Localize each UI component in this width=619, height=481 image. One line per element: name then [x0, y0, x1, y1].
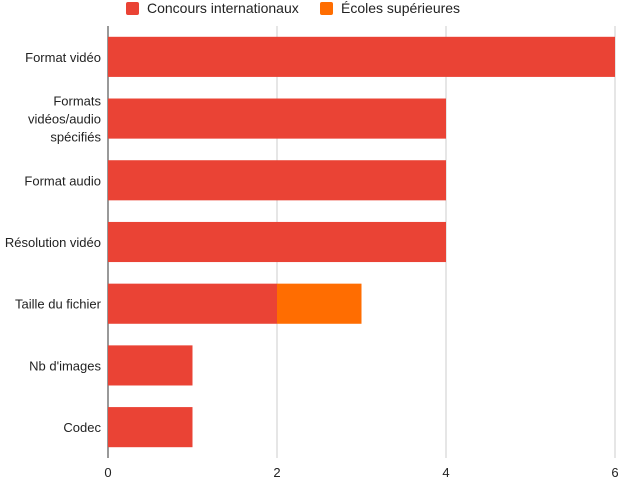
x-tick-label: 2 — [273, 465, 280, 480]
category-label: Format audio — [24, 173, 101, 188]
category-label: Nb d'images — [29, 358, 101, 373]
category-labels: Format vidéo Formats vidéos/audio spécifiés… — [5, 50, 102, 435]
legend: Concours internationaux Écoles supérieur… — [0, 0, 619, 20]
category-label: Format vidéo — [25, 50, 101, 65]
category-label: Taille du fichier — [15, 297, 102, 312]
x-tick-label: 6 — [611, 465, 618, 480]
x-tick-label: 4 — [442, 465, 449, 480]
category-label: Codec — [63, 420, 101, 435]
x-tick-labels: 0 2 4 6 — [104, 465, 618, 480]
bar-concours — [108, 283, 277, 324]
legend-swatch-ecoles — [320, 1, 333, 15]
bar-layer — [108, 36, 615, 448]
category-label: Formats vidéos/audio spécifiés — [28, 94, 102, 145]
bar-concours — [108, 345, 193, 386]
x-tick-label: 0 — [104, 465, 111, 480]
legend-label-ecoles: Écoles supérieures — [341, 0, 461, 16]
bar-concours — [108, 36, 615, 77]
legend-swatch-concours — [126, 1, 139, 15]
category-label: Résolution vidéo — [5, 235, 101, 250]
bar-concours — [108, 407, 193, 448]
bar-concours — [108, 160, 446, 201]
legend-item-ecoles: Écoles supérieures — [320, 0, 460, 16]
legend-label-concours: Concours internationaux — [147, 0, 299, 16]
legend-item-concours: Concours internationaux — [126, 0, 299, 16]
bar-concours — [108, 98, 446, 139]
bar-concours — [108, 221, 446, 263]
bar-ecoles — [277, 283, 362, 324]
